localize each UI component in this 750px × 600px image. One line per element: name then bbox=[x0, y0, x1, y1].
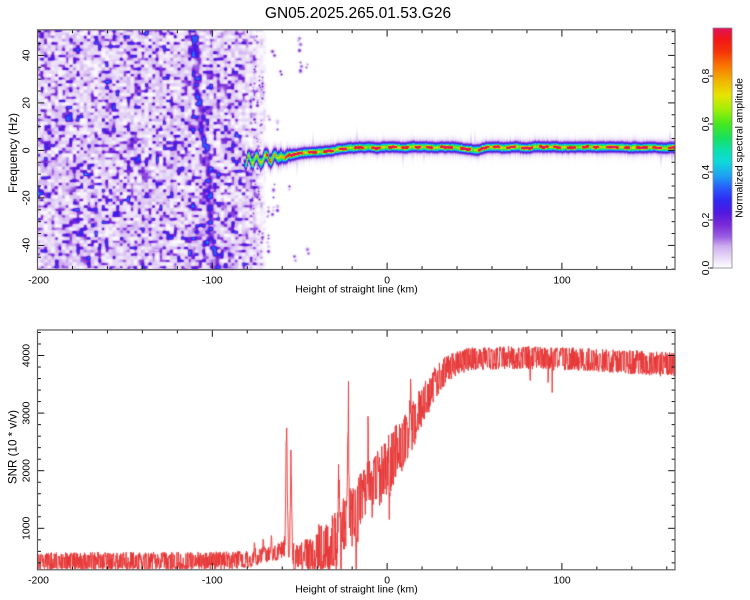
svg-text:Normalized spectral amplitude: Normalized spectral amplitude bbox=[734, 78, 745, 218]
svg-text:0: 0 bbox=[384, 275, 390, 286]
svg-text:Height of straight line (km): Height of straight line (km) bbox=[295, 284, 418, 296]
svg-text:-100: -100 bbox=[202, 275, 223, 286]
svg-text:0.8: 0.8 bbox=[701, 69, 712, 84]
svg-text:SNR (10 * v/v): SNR (10 * v/v) bbox=[7, 410, 20, 484]
svg-text:0: 0 bbox=[22, 147, 33, 153]
svg-text:-100: -100 bbox=[202, 576, 223, 587]
svg-text:0: 0 bbox=[384, 576, 390, 587]
svg-text:Height of straight line (km): Height of straight line (km) bbox=[295, 584, 418, 596]
svg-text:4000: 4000 bbox=[22, 344, 33, 367]
svg-text:20: 20 bbox=[22, 97, 33, 109]
svg-text:-200: -200 bbox=[28, 576, 49, 587]
svg-text:0.0: 0.0 bbox=[701, 261, 712, 276]
svg-text:0.2: 0.2 bbox=[701, 213, 712, 228]
svg-text:1000: 1000 bbox=[22, 517, 33, 540]
svg-text:100: 100 bbox=[553, 275, 571, 286]
svg-text:100: 100 bbox=[553, 576, 571, 587]
svg-text:-200: -200 bbox=[28, 275, 49, 286]
svg-text:0.6: 0.6 bbox=[701, 117, 712, 132]
svg-text:3000: 3000 bbox=[22, 401, 33, 424]
svg-text:-20: -20 bbox=[22, 190, 33, 205]
svg-text:2000: 2000 bbox=[22, 459, 33, 482]
svg-text:Frequency (Hz): Frequency (Hz) bbox=[7, 113, 20, 193]
svg-text:-40: -40 bbox=[22, 238, 33, 253]
svg-text:40: 40 bbox=[22, 49, 33, 61]
svg-text:0.4: 0.4 bbox=[701, 165, 712, 180]
svg-text:GN05.2025.265.01.53.G26: GN05.2025.265.01.53.G26 bbox=[265, 5, 451, 22]
